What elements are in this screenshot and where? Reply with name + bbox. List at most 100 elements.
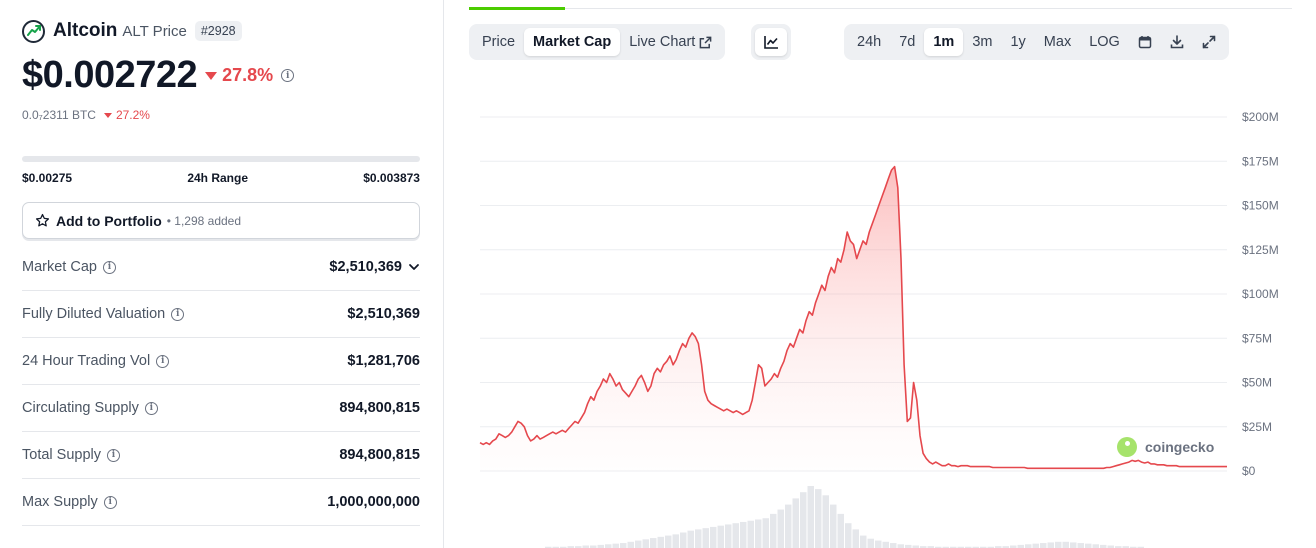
volume-bar: [740, 521, 747, 548]
stat-max-supply: Max Supply i 1,000,000,000: [22, 479, 420, 526]
tab-price[interactable]: Price: [482, 34, 516, 50]
volume-bar: [620, 543, 627, 548]
volume-bar: [957, 546, 964, 548]
volume-bar: [852, 529, 859, 548]
tab-live-chart[interactable]: Live Chart: [620, 28, 721, 56]
y-tick-label: $75M: [1242, 331, 1272, 345]
line-chart-icon[interactable]: [755, 28, 787, 56]
volume-bar: [1115, 546, 1122, 548]
volume-bar: [575, 546, 582, 548]
info-icon[interactable]: i: [103, 495, 117, 509]
volume-bar: [590, 545, 597, 548]
volume-bar: [1040, 543, 1047, 548]
market-cap-chart[interactable]: $0 $25M $50M $75M $100M $125M $150M $175M $200M: [445, 90, 1316, 548]
volume-bar: [867, 538, 874, 548]
info-icon[interactable]: i: [144, 401, 158, 415]
calendar-icon[interactable]: [1129, 28, 1161, 56]
volume-bar: [725, 524, 732, 548]
volume-bar: [1107, 545, 1114, 548]
portfolio-label: Add to Portfolio: [56, 212, 162, 229]
volume-bar: [830, 504, 837, 548]
volume-bar: [702, 528, 709, 548]
info-icon[interactable]: i: [156, 354, 170, 368]
volume-bar: [635, 540, 642, 548]
stat-value: 894,800,815: [339, 400, 420, 416]
volume-bar: [890, 543, 897, 548]
caret-down-icon: [103, 112, 112, 118]
volume-bar: [972, 546, 979, 548]
range-7d[interactable]: 7d: [899, 34, 916, 50]
range-max[interactable]: Max: [1043, 34, 1072, 50]
volume-bar: [642, 539, 649, 548]
volume-bar: [1122, 546, 1129, 548]
volume-bar: [582, 545, 589, 548]
range-1m[interactable]: 1m: [924, 28, 964, 56]
y-tick-label: $100M: [1242, 287, 1279, 301]
range-3m[interactable]: 3m: [972, 34, 993, 50]
volume-bar: [950, 546, 957, 548]
watermark-text: coingecko: [1145, 439, 1215, 455]
range-label: 24h Range: [187, 171, 248, 185]
volume-bar: [1077, 543, 1084, 548]
volume-bar: [1070, 542, 1077, 548]
volume-bar: [747, 520, 754, 548]
add-to-portfolio-button[interactable]: Add to Portfolio • 1,298 added: [22, 202, 420, 239]
stat-value: $2,510,369: [329, 259, 402, 275]
volume-bar: [845, 523, 852, 548]
stat-market-cap: Market Cap i $2,510,369: [22, 244, 420, 291]
volume-bar: [837, 513, 844, 548]
volume-bar: [995, 546, 1002, 548]
volume-bar: [770, 513, 777, 548]
btc-price-row: 0.0₇2311 BTC 27.2%: [22, 108, 150, 122]
y-tick-label: $25M: [1242, 420, 1272, 434]
download-icon[interactable]: [1161, 28, 1193, 56]
expand-icon[interactable]: [1193, 28, 1225, 56]
stat-total-supply: Total Supply i 894,800,815: [22, 432, 420, 479]
star-icon: [35, 213, 50, 228]
tab-market-cap[interactable]: Market Cap: [524, 28, 621, 56]
range-bar: [22, 156, 420, 162]
volume-bar: [815, 489, 822, 548]
range-low: $0.00275: [22, 171, 73, 185]
range-labels: $0.00275 24h Range $0.003873: [22, 171, 420, 185]
volume-bar: [1055, 541, 1062, 548]
y-axis-labels: $0 $25M $50M $75M $100M $125M $150M $175M $200M: [1242, 110, 1279, 478]
current-price: $0.002722: [22, 54, 198, 96]
volume-bar: [665, 535, 672, 548]
stat-label: Circulating Supply: [22, 400, 139, 416]
stat-value: 894,800,815: [339, 447, 420, 463]
y-tick-label: $50M: [1242, 376, 1272, 390]
volume-bar: [1025, 544, 1032, 548]
tab-live-chart-label: Live Chart: [629, 34, 696, 50]
range-log[interactable]: LOG: [1089, 34, 1120, 50]
stat-trading-vol: 24 Hour Trading Vol i $1,281,706: [22, 338, 420, 385]
volume-bar: [882, 541, 889, 548]
stat-value: 1,000,000,000: [327, 494, 420, 510]
volume-bar: [807, 486, 814, 548]
range-24h[interactable]: 24h: [857, 34, 882, 50]
volume-bar: [650, 538, 657, 548]
info-icon[interactable]: i: [171, 307, 185, 321]
btc-price: 0.0₇2311 BTC: [22, 108, 96, 122]
volume-bar: [980, 546, 987, 548]
info-icon[interactable]: i: [107, 448, 120, 462]
price-row: $0.002722 27.8% i: [22, 54, 295, 97]
coingecko-logo-icon: [1117, 437, 1137, 457]
coin-name: Altcoin: [53, 20, 118, 41]
volume-bar: [560, 546, 567, 548]
info-icon[interactable]: i: [281, 69, 295, 82]
volume-bar: [1010, 545, 1017, 548]
stat-circulating-supply: Circulating Supply i 894,800,815: [22, 385, 420, 432]
volume-bar: [1032, 543, 1039, 548]
volume-bar: [897, 544, 904, 548]
market-cap-dropdown[interactable]: $2,510,369: [329, 259, 420, 275]
stat-label: Fully Diluted Valuation: [22, 306, 166, 322]
volume-bar: [822, 495, 829, 548]
stat-label: 24 Hour Trading Vol: [22, 353, 151, 369]
y-tick-label: $200M: [1242, 110, 1279, 124]
chart-view-tabs: Price Market Cap Live Chart: [469, 24, 726, 60]
range-1y[interactable]: 1y: [1010, 34, 1026, 50]
info-icon[interactable]: i: [102, 260, 116, 274]
volume-bar: [965, 546, 972, 548]
portfolio-count: • 1,298 added: [166, 213, 242, 228]
